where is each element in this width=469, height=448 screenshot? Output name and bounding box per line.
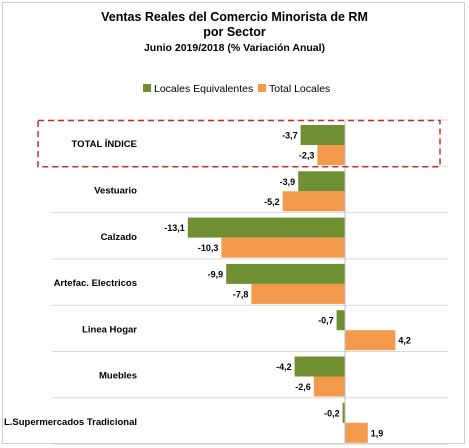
category-label: Muebles bbox=[99, 371, 137, 382]
chart-title-line2: por Sector bbox=[203, 25, 266, 39]
legend-label-0: Locales Equivalentes bbox=[154, 83, 253, 95]
category-label: L.Supermercados Tradicional bbox=[4, 417, 137, 428]
data-label: -3,7 bbox=[282, 131, 298, 141]
bar-locales-equivalentes bbox=[300, 125, 345, 145]
data-label: -0,7 bbox=[318, 316, 334, 326]
bar-total-locales bbox=[345, 422, 368, 443]
category-label: Calzado bbox=[101, 232, 138, 243]
legend-swatch-0 bbox=[143, 84, 151, 92]
bar-locales-equivalentes bbox=[342, 402, 345, 423]
bar-total-locales bbox=[313, 376, 345, 397]
data-label: 1,9 bbox=[371, 428, 384, 438]
bar-total-locales bbox=[221, 237, 345, 258]
bar-locales-equivalentes bbox=[298, 171, 345, 192]
highlight-box bbox=[37, 119, 441, 168]
bar-locales-equivalentes bbox=[226, 263, 345, 284]
data-label: -10,3 bbox=[198, 243, 219, 253]
chart-subtitle: Junio 2019/2018 (% Variación Anual) bbox=[143, 42, 326, 54]
data-label: -9,9 bbox=[208, 269, 224, 279]
bar-total-locales bbox=[282, 191, 345, 212]
bar-locales-equivalentes bbox=[336, 310, 345, 331]
data-label: 4,2 bbox=[398, 336, 411, 346]
data-label: -2,3 bbox=[299, 151, 315, 161]
bar-total-locales bbox=[317, 145, 345, 165]
category-label: Artefac. Electricos bbox=[54, 278, 137, 289]
chart-title: Ventas Reales del Comercio Minorista de … bbox=[101, 10, 368, 24]
data-label: -7,8 bbox=[233, 289, 249, 299]
data-label: -2,6 bbox=[295, 382, 311, 392]
legend-swatch-1 bbox=[258, 84, 266, 92]
category-label: Linea Hogar bbox=[82, 324, 137, 335]
bar-total-locales bbox=[251, 283, 345, 304]
data-label: -3,9 bbox=[280, 177, 296, 187]
chart-titles: Ventas Reales del Comercio Minorista de … bbox=[0, 10, 469, 56]
bar-locales-equivalentes bbox=[187, 217, 345, 238]
category-label: TOTAL ÍNDICE bbox=[72, 139, 137, 150]
data-label: -4,2 bbox=[276, 362, 292, 372]
data-label: -5,2 bbox=[264, 197, 280, 207]
bar-locales-equivalentes bbox=[294, 356, 345, 377]
bar-total-locales bbox=[345, 330, 396, 351]
category-label: Vestuario bbox=[94, 185, 137, 196]
legend-label-1: Total Locales bbox=[269, 83, 330, 95]
data-label: -13,1 bbox=[164, 223, 185, 233]
data-label: -0,2 bbox=[324, 408, 340, 418]
